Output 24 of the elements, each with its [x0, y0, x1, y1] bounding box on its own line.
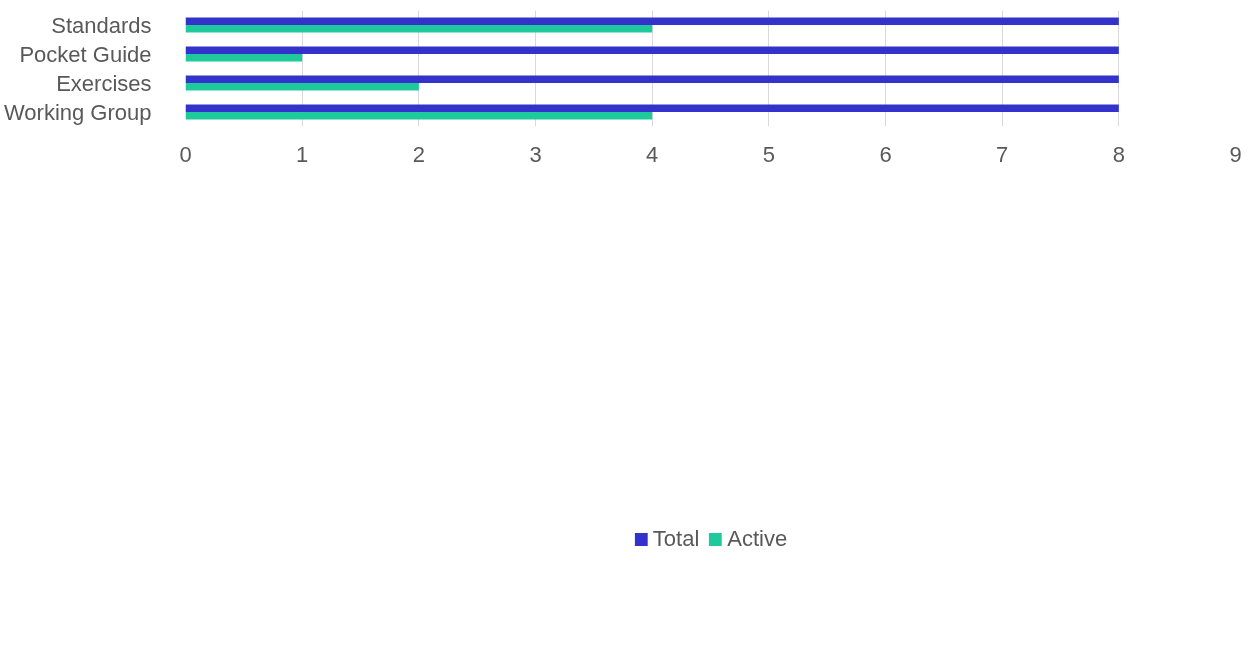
y-tick-label: Exercises: [56, 70, 152, 96]
x-tick-label: 4: [646, 141, 659, 167]
x-tick-label: 9: [1229, 141, 1242, 167]
x-tick-label: 3: [529, 141, 542, 167]
bar: [185, 17, 1119, 25]
bar: [185, 83, 419, 91]
legend-label: Total: [652, 525, 700, 552]
bar: [185, 75, 1119, 83]
legend-label: Active: [727, 525, 788, 552]
x-tick-label: 2: [412, 141, 425, 167]
x-tick-label: 1: [296, 141, 309, 167]
bar: [185, 104, 1119, 112]
bar: [185, 25, 653, 33]
x-tick-label: 5: [762, 141, 775, 167]
bar: [185, 46, 1119, 54]
x-tick-label: 0: [179, 141, 192, 167]
y-tick-label: Standards: [51, 12, 152, 38]
x-tick-label: 7: [996, 141, 1009, 167]
x-tick-label: 6: [879, 141, 892, 167]
bar: [185, 112, 653, 120]
x-tick-label: 8: [1112, 141, 1125, 167]
y-tick-label: Pocket Guide: [19, 41, 152, 67]
bar: [185, 54, 303, 62]
y-tick-label: Working Group: [3, 99, 152, 125]
